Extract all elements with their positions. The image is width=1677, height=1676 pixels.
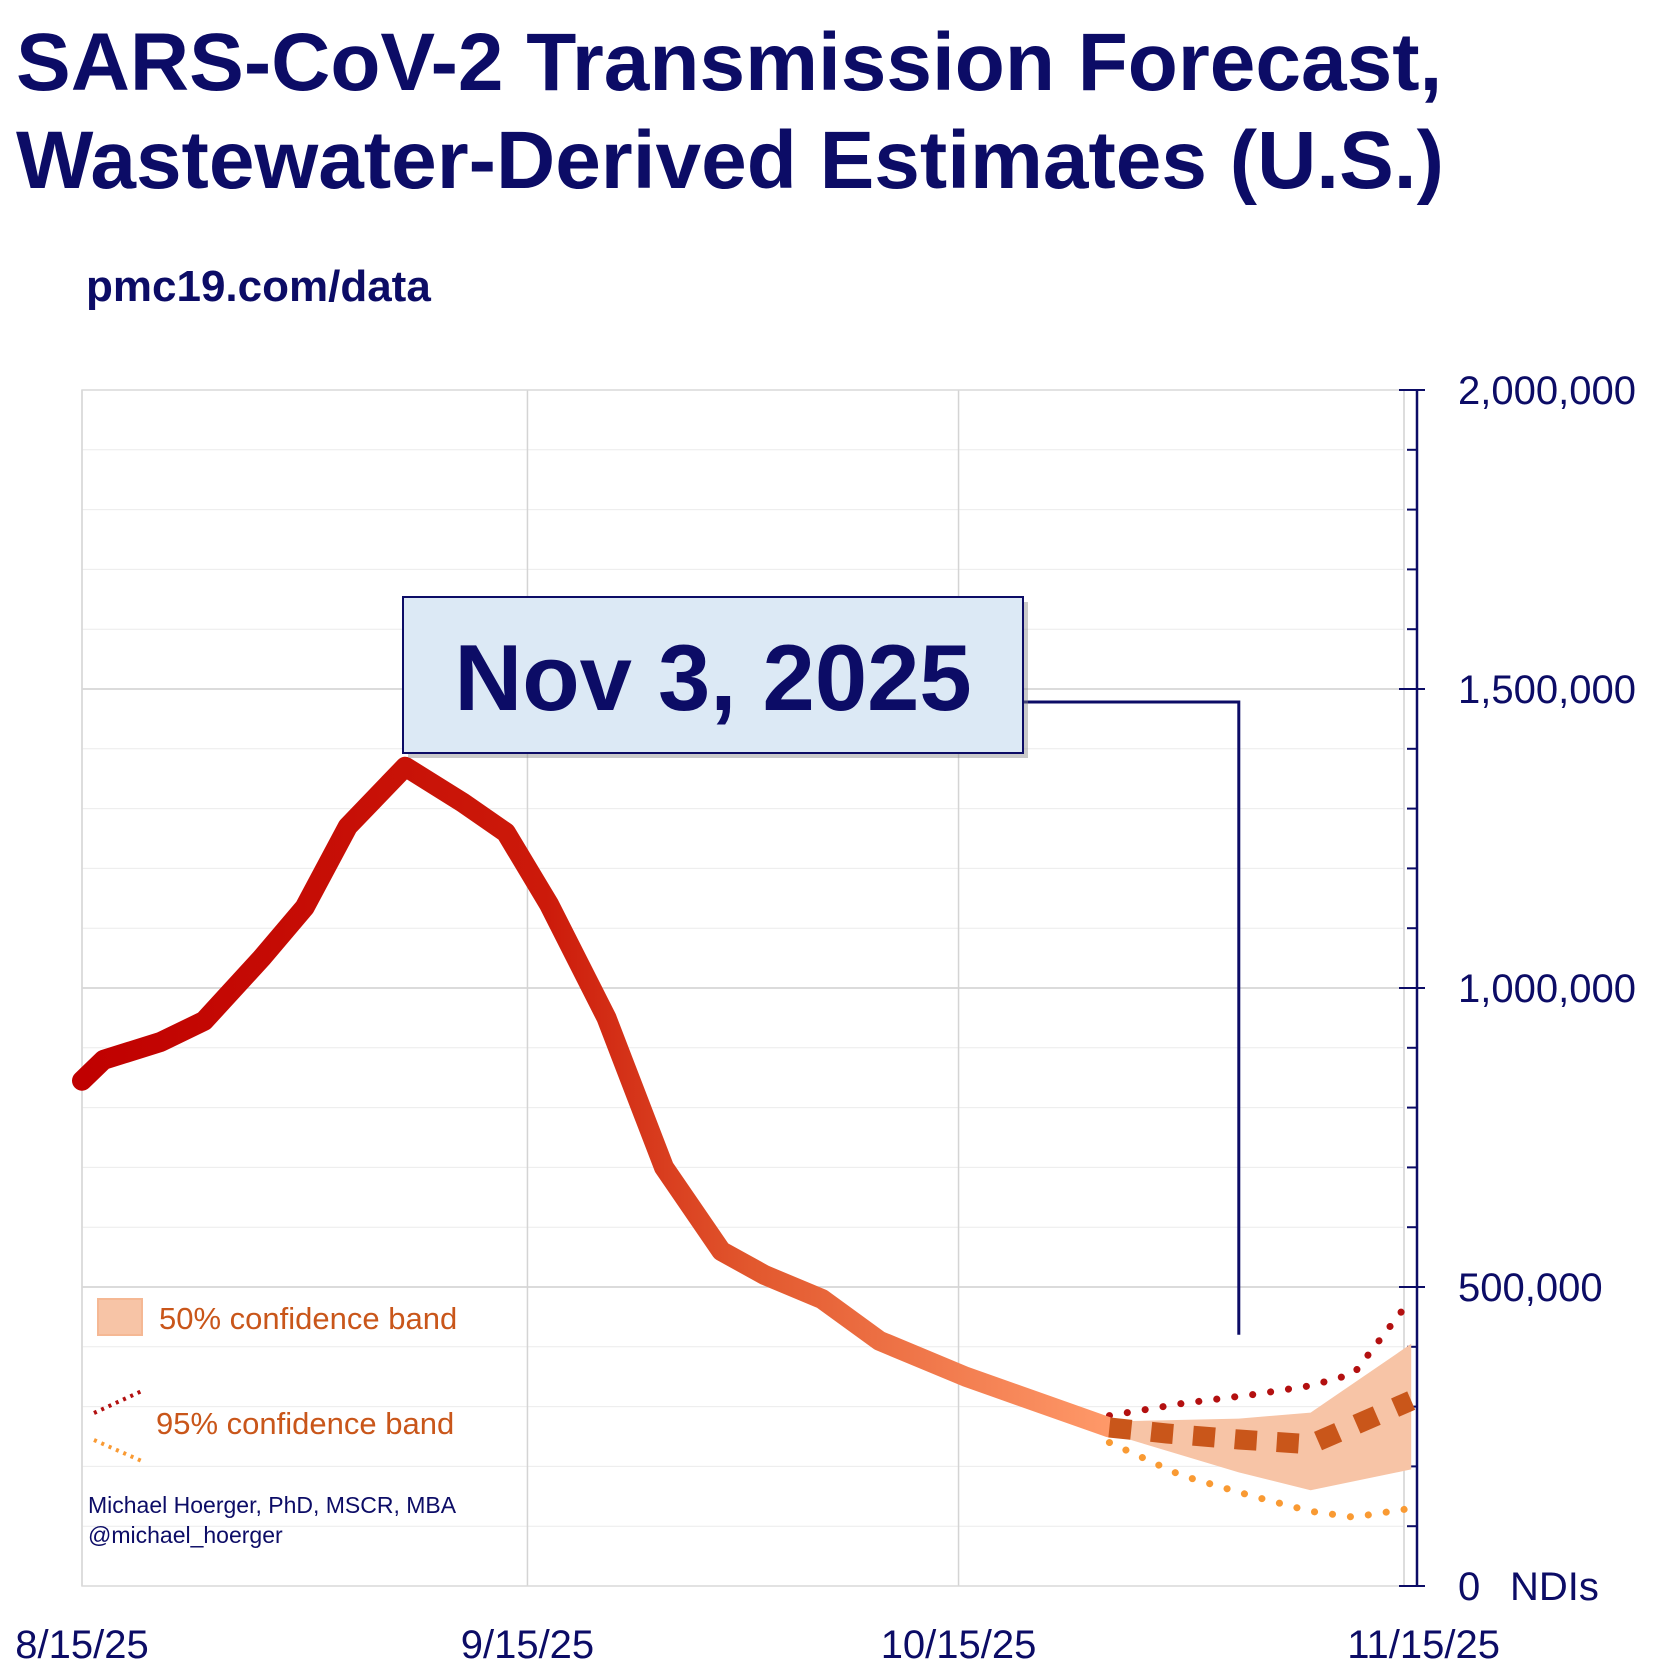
y-axis: 0 500,000 1,000,000 1,500,000 2,000,000 NDIs [1399, 369, 1636, 1609]
legend-band50-label: 50% confidence band [159, 1301, 457, 1336]
author-handle: @michael_hoerger [88, 1522, 283, 1548]
x-tick-label: 11/15/25 [1347, 1623, 1500, 1667]
source-url: pmc19.com/data [86, 262, 431, 311]
band-50-area [1109, 1343, 1412, 1491]
author-name: Michael Hoerger, PhD, MSCR, MBA [88, 1492, 457, 1518]
series-layer [72, 756, 1416, 1521]
observed-line [72, 756, 1120, 1438]
lower-95-line [1105, 1439, 1415, 1521]
annotation-date: Nov 3, 2025 [454, 625, 971, 730]
x-tick-label: 9/15/25 [461, 1623, 594, 1667]
legend-upper95-swatch [93, 1388, 145, 1415]
legend-lower95-swatch [93, 1438, 145, 1464]
author-credit: Michael Hoerger, PhD, MSCR, MBA @michael… [88, 1490, 456, 1550]
x-axis-labels: 8/15/25 9/15/25 10/15/25 11/15/25 [15, 1623, 1500, 1667]
y-tick-label: 500,000 [1458, 1266, 1603, 1310]
y-tick-label: 2,000,000 [1458, 369, 1636, 413]
confidence-band-layer [1109, 1343, 1412, 1491]
chart-title: SARS-CoV-2 Transmission Forecast, Wastew… [16, 14, 1444, 210]
legend-band50-swatch [97, 1298, 143, 1336]
annotation-leader-line [1023, 700, 1241, 1335]
title-line-2: Wastewater-Derived Estimates (U.S.) [16, 115, 1444, 206]
legend-band95-label: 95% confidence band [156, 1406, 454, 1441]
x-tick-label: 10/15/25 [881, 1623, 1037, 1667]
y-tick-label: 0 [1458, 1565, 1480, 1609]
legend: 50% confidence band 95% confidence band [93, 1298, 457, 1464]
y-unit-label: NDIs [1510, 1565, 1599, 1609]
date-annotation-box: Nov 3, 2025 [402, 596, 1028, 758]
y-tick-label: 1,500,000 [1458, 668, 1636, 712]
forecast-median-line [1108, 1391, 1416, 1455]
title-line-1: SARS-CoV-2 Transmission Forecast, [16, 17, 1443, 108]
x-tick-label: 8/15/25 [15, 1623, 148, 1667]
y-tick-label: 1,000,000 [1458, 967, 1636, 1011]
